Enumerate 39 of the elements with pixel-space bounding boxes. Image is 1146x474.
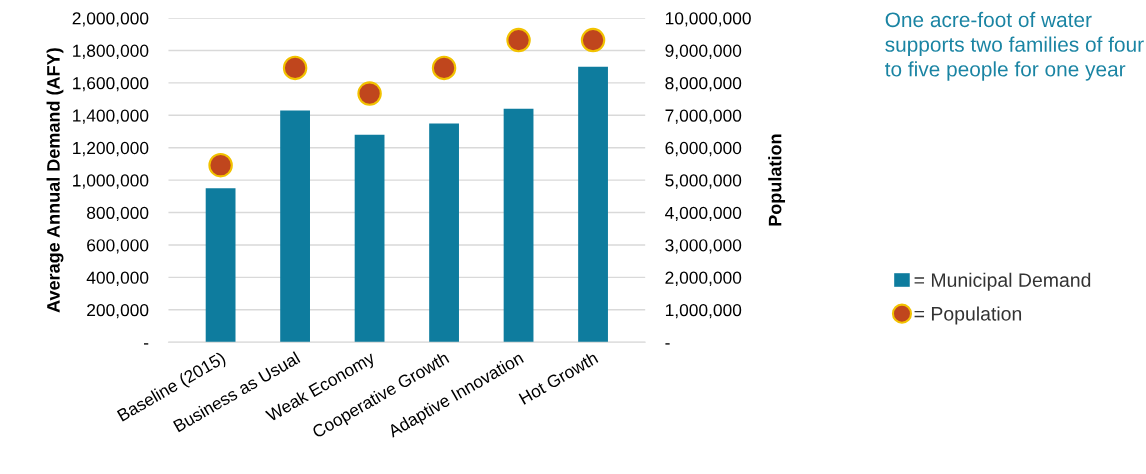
y2-tick-label: 4,000,000	[665, 206, 742, 222]
y2-tick-label: 9,000,000	[665, 44, 742, 59]
text: One acre-foot of water supports two families of four to five people for one year	[885, 11, 1144, 81]
y-tick-label: 1,400,000	[73, 109, 149, 124]
point	[431, 55, 457, 81]
y2-tick-label: 1,000,000	[665, 303, 742, 319]
legend-label: = Population	[914, 306, 1022, 325]
y2-tick-label: 7,000,000	[665, 109, 742, 124]
y-tick-label: -	[144, 343, 149, 345]
point	[580, 27, 606, 53]
y-tick-label: 800,000	[87, 206, 149, 222]
point	[208, 152, 233, 178]
bar	[578, 66, 608, 343]
y2-tick-label: 10,000,000	[665, 12, 751, 27]
bar	[429, 123, 459, 343]
y2-tick-label: 6,000,000	[665, 141, 742, 157]
bar	[280, 110, 310, 343]
bar	[354, 134, 385, 343]
y2-tick-label: -	[665, 343, 670, 345]
point	[506, 27, 531, 53]
y2-tick-label: 3,000,000	[665, 239, 742, 254]
bar	[503, 108, 534, 343]
y-tick-label: 200,000	[87, 303, 149, 319]
y-axis-title: Average Annual Demand (AFY)	[46, 48, 64, 313]
y-tick-label: 2,000,000	[72, 12, 149, 27]
legend-label: = Municipal Demand	[914, 272, 1091, 291]
y-tick-label: 400,000	[86, 271, 149, 286]
bar	[205, 188, 236, 343]
y-tick-label: 1,000,000	[73, 174, 149, 189]
y-tick-label: 1,800,000	[73, 44, 149, 59]
y2-axis-title: Population	[768, 134, 786, 226]
point	[282, 55, 308, 81]
y2-tick-label: 5,000,000	[665, 174, 742, 189]
y2-tick-label: 8,000,000	[665, 77, 742, 92]
point	[357, 81, 382, 106]
y-tick-label: 1,600,000	[73, 77, 149, 92]
y2-tick-label: 2,000,000	[665, 271, 742, 286]
y-tick-label: 600,000	[87, 239, 149, 254]
y-tick-label: 1,200,000	[73, 141, 149, 157]
